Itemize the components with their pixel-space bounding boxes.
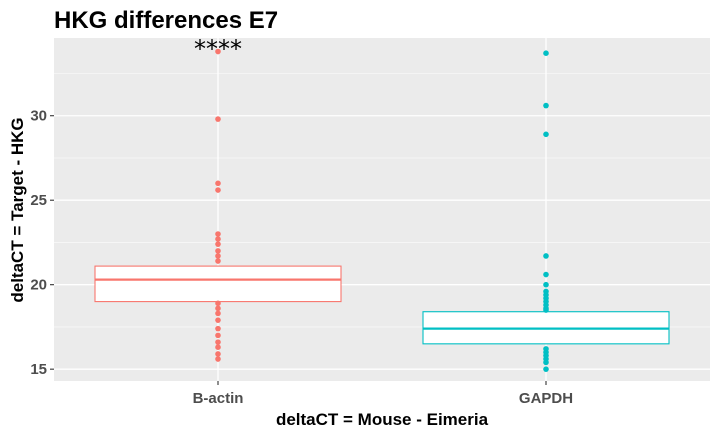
outlier-point	[543, 271, 549, 278]
x-tick-label: B-actin	[193, 390, 244, 407]
outlier-point	[215, 339, 221, 345]
y-tick-label: 25	[30, 192, 47, 209]
significance-annotation: ****	[194, 35, 242, 63]
x-tick-label: GAPDH	[519, 390, 573, 407]
outlier-point	[215, 180, 221, 187]
outlier-point	[215, 241, 221, 247]
y-tick-label: 20	[30, 277, 47, 294]
outlier-point	[215, 248, 221, 254]
outlier-point	[215, 325, 221, 332]
outlier-point	[215, 310, 221, 317]
outlier-point	[215, 231, 221, 237]
box-b-actin	[94, 265, 342, 303]
outlier-point	[543, 366, 549, 372]
outlier-point	[543, 102, 549, 109]
outlier-point	[215, 300, 221, 307]
outlier-point	[215, 317, 221, 323]
outlier-point	[543, 131, 549, 138]
box-layer	[94, 265, 670, 345]
outlier-layer	[215, 48, 549, 372]
outlier-point	[215, 351, 221, 357]
outlier-point	[543, 253, 549, 259]
annotation-layer: ****	[194, 35, 242, 63]
outlier-point	[215, 48, 221, 55]
y-axis-ticks: 15 20 25 30	[30, 108, 54, 378]
y-tick-label: 15	[30, 361, 47, 378]
chart-title: HKG differences E7	[54, 7, 278, 34]
outlier-point	[543, 307, 549, 313]
x-axis-title: deltaCT = Mouse - Eimeria	[276, 410, 489, 429]
x-axis-ticks: B-actin GAPDH	[193, 381, 573, 407]
outlier-point	[215, 258, 221, 264]
outlier-point	[215, 116, 221, 122]
outlier-point	[215, 253, 221, 259]
outlier-point	[543, 281, 549, 288]
y-axis-title: deltaCT = Target - HKG	[8, 117, 27, 302]
outlier-point	[215, 344, 221, 351]
outlier-point	[215, 187, 221, 193]
outlier-point	[543, 359, 549, 366]
outlier-point	[215, 305, 221, 312]
outlier-point	[215, 236, 221, 242]
outlier-point	[215, 332, 221, 339]
y-tick-label: 30	[30, 108, 47, 125]
outlier-point	[543, 50, 549, 57]
outlier-point	[215, 356, 221, 362]
